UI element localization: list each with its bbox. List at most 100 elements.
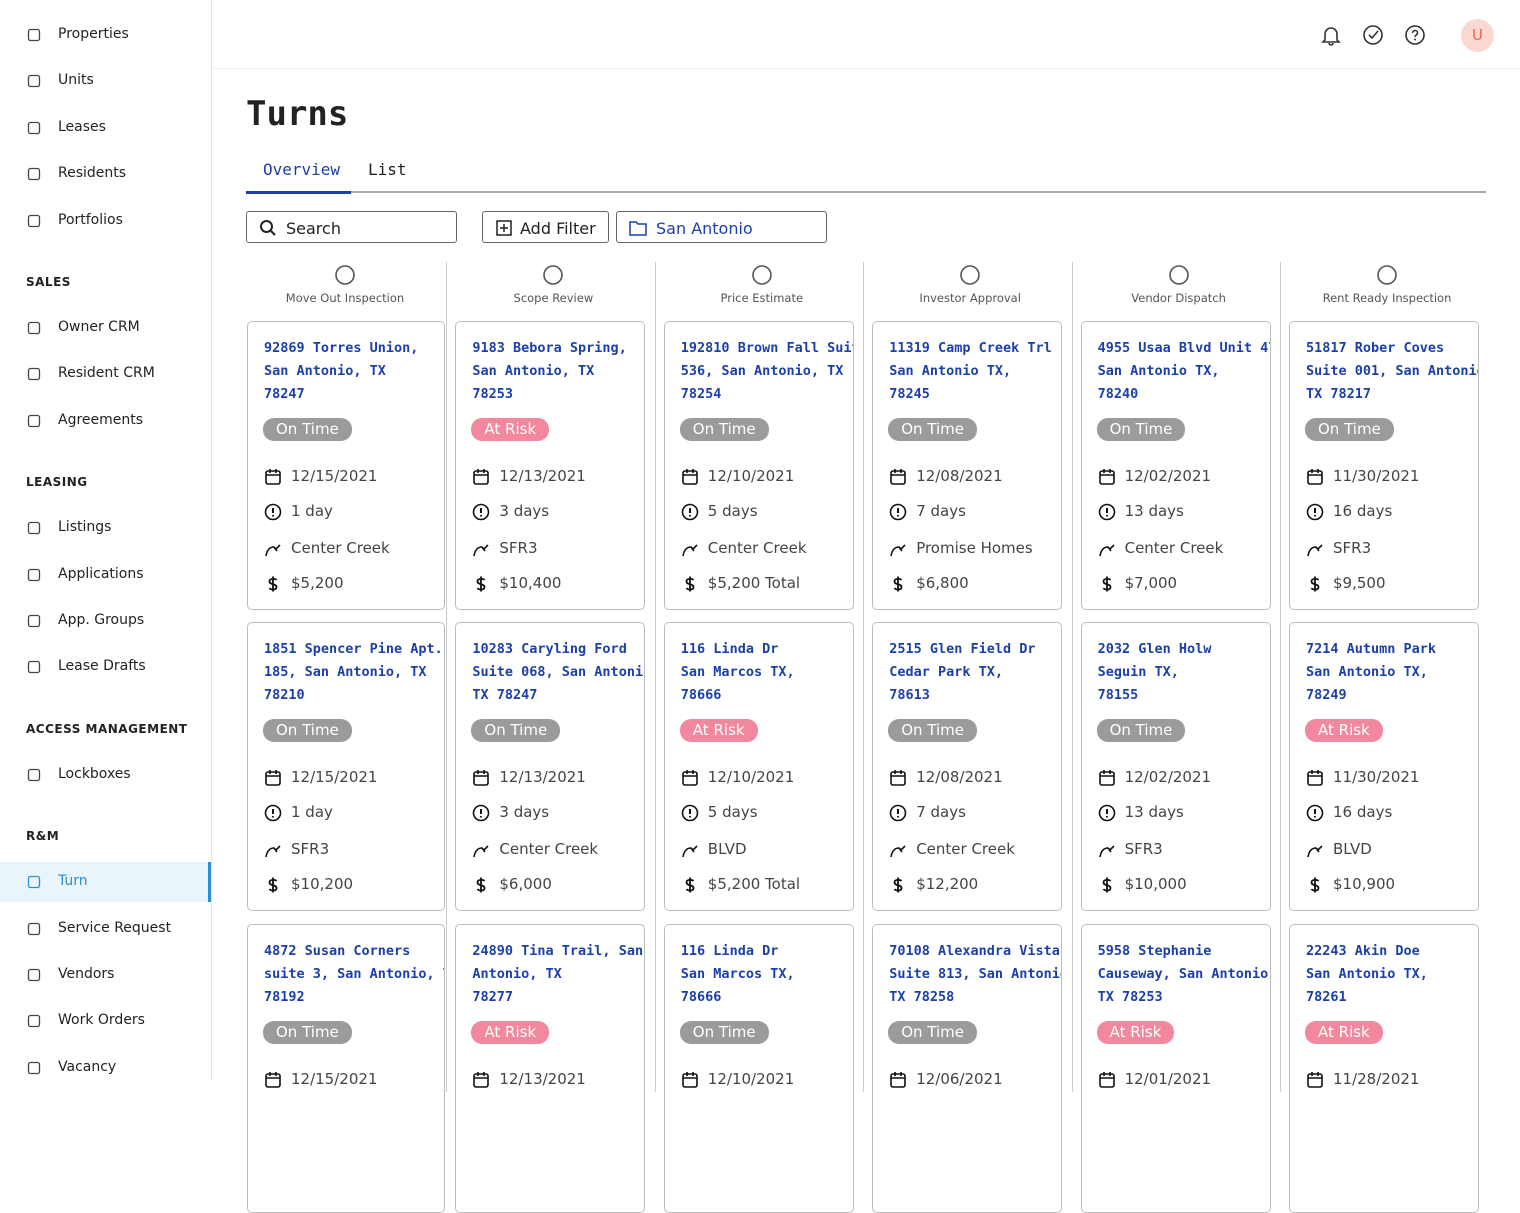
turn-card[interactable]: 24890 Tina Trail, San Antonio, TX 78277 At … (455, 924, 646, 1213)
column-header: Move Out Inspection (285, 291, 405, 305)
nav-icon (27, 28, 41, 42)
nav-item[interactable]: Portfolios (0, 201, 211, 241)
turn-card[interactable]: 116 Linda Dr San Marcos TX, 78666 At Risk 12… (663, 622, 854, 911)
tab[interactable]: Overview (246, 156, 351, 194)
duration-icon (681, 503, 699, 521)
card-address: 9183 Bebora Spring, (472, 340, 627, 356)
card-duration: 1 day (291, 803, 333, 821)
card-address: 22243 Akin Doe (1306, 943, 1420, 959)
card-date: 12/02/2021 (1124, 467, 1212, 485)
avatar[interactable]: U (1461, 19, 1494, 52)
owner-icon (682, 544, 698, 557)
tab[interactable]: List (368, 156, 430, 191)
nav-label: Turn (58, 873, 88, 890)
nav-item[interactable]: Owner CRM (0, 308, 211, 348)
card-date: 12/10/2021 (707, 1070, 795, 1088)
status-pill: On Time (1096, 418, 1186, 441)
duration-icon (889, 804, 907, 822)
nav-icon (27, 568, 41, 581)
date-icon (890, 469, 906, 485)
nav-section: ACCESS MANAGEMENT (26, 721, 188, 736)
card-address: TX 78247 (472, 687, 538, 703)
price-icon (1310, 877, 1320, 893)
turn-card[interactable]: 4872 Susan Corners suite 3, San Antonio, … (247, 924, 445, 1213)
turn-card[interactable]: 92869 Torres Union, San Antonio, TX 78247 O… (247, 321, 445, 610)
card-address: Suite 813, San Antonio, (889, 966, 1063, 982)
status-pill: At Risk (1305, 1021, 1383, 1044)
nav-item[interactable]: Units (0, 61, 211, 101)
nav-icon (27, 614, 41, 628)
owner-icon (265, 544, 281, 557)
column-icon (751, 265, 772, 285)
turn-card[interactable]: 116 Linda Dr San Marcos TX, 78666 On Time 12… (663, 924, 854, 1213)
add-filter-button[interactable]: Add Filter (482, 211, 609, 243)
tasks-icon[interactable] (1362, 24, 1384, 46)
nav-item[interactable]: Resident CRM (0, 354, 211, 394)
card-owner: BLVD (1333, 840, 1372, 858)
nav-item[interactable]: Turn (0, 862, 211, 903)
turn-card[interactable]: 5958 Stephanie Causeway, San Antonio, TX 7… (1080, 924, 1271, 1213)
column-icon (960, 265, 980, 285)
card-address: 78666 (680, 989, 722, 1005)
card-address: Suite 001, San Antonio, (1306, 363, 1479, 379)
column-divider (654, 262, 656, 1092)
turn-card[interactable]: 70108 Alexandra Vista Suite 813, San Anto… (872, 924, 1063, 1213)
nav-item[interactable]: Applications (0, 555, 211, 595)
nav-item[interactable]: Properties (0, 15, 211, 55)
card-address: 78666 (680, 687, 722, 703)
tab-label: List (368, 160, 407, 179)
turn-card[interactable]: 4955 Usaa Blvd Unit 47 San Antonio TX, 782… (1080, 321, 1271, 610)
turn-card[interactable]: 2515 Glen Field Dr Cedar Park TX, 78613 On … (872, 622, 1063, 911)
search-box[interactable]: Search (246, 211, 457, 243)
nav-item[interactable]: Service Request (0, 909, 211, 949)
location-filter[interactable]: San Antonio (616, 211, 827, 243)
duration-icon (473, 503, 490, 521)
nav-label: Leases (58, 118, 106, 135)
turn-card[interactable]: 7214 Autumn Park San Antonio TX, 78249 At R… (1289, 622, 1479, 911)
card-address: 78240 (1097, 386, 1139, 402)
turn-card[interactable]: 10283 Caryling Ford Suite 068, San Antoni… (455, 622, 646, 911)
nav-item[interactable]: Work Orders (0, 1001, 211, 1041)
card-date: 12/13/2021 (499, 1070, 586, 1088)
card-owner: SFR3 (1124, 840, 1163, 858)
card-date: 12/15/2021 (291, 1070, 378, 1088)
turn-card[interactable]: 51817 Rober Coves Suite 001, San Antonio,… (1289, 321, 1479, 610)
nav-item[interactable]: Agreements (0, 401, 211, 441)
nav-item[interactable]: Residents (0, 154, 211, 194)
turn-card[interactable]: 1851 Spencer Pine Apt. 185, San Antonio, … (247, 622, 445, 911)
date-icon (473, 1072, 490, 1088)
help-icon[interactable] (1404, 24, 1426, 46)
nav-label: Units (58, 72, 94, 89)
card-address: 24890 Tina Trail, San (472, 943, 644, 959)
card-address: Cedar Park TX, (889, 664, 1003, 680)
turn-card[interactable]: 11319 Camp Creek Trl San Antonio TX, 78245… (872, 321, 1063, 610)
card-duration: 16 days (1333, 502, 1393, 520)
owner-icon (1307, 845, 1323, 858)
nav-item[interactable]: Leases (0, 108, 211, 148)
notifications-icon[interactable] (1320, 24, 1342, 46)
status-pill: On Time (888, 1021, 977, 1044)
card-price: $10,200 (291, 875, 354, 893)
column-icon (335, 265, 355, 285)
nav-item[interactable]: Vacancy (0, 1048, 211, 1088)
nav-item[interactable]: Lockboxes (0, 755, 211, 795)
card-date: 11/30/2021 (1333, 467, 1420, 485)
nav-label: Lockboxes (58, 765, 131, 782)
turn-card[interactable]: 22243 Akin Doe San Antonio TX, 78261 At Ris… (1289, 924, 1479, 1213)
nav-item[interactable]: Vendors (0, 955, 211, 995)
nav-item[interactable]: Listings (0, 508, 211, 548)
card-address: 4955 Usaa Blvd Unit 47 (1097, 340, 1271, 356)
turn-card[interactable]: 2032 Glen Holw Seguin TX, 78155 On Time 12/0… (1080, 622, 1271, 911)
nav-item[interactable]: App. Groups (0, 601, 211, 641)
card-owner: Center Creek (1124, 539, 1224, 557)
price-icon (1102, 576, 1111, 592)
nav-icon (27, 368, 41, 381)
card-address: 4872 Susan Corners (264, 943, 411, 959)
card-price: $12,200 (916, 875, 979, 893)
turn-card[interactable]: 9183 Bebora Spring, San Antonio, TX 78253 A… (455, 321, 646, 610)
search-placeholder: Search (286, 219, 341, 238)
nav-item[interactable]: Lease Drafts (0, 647, 211, 687)
card-address: 78261 (1306, 989, 1347, 1005)
date-icon (1098, 1072, 1115, 1088)
turn-card[interactable]: 192810 Brown Fall Suite 536, San Antonio,… (663, 321, 854, 610)
